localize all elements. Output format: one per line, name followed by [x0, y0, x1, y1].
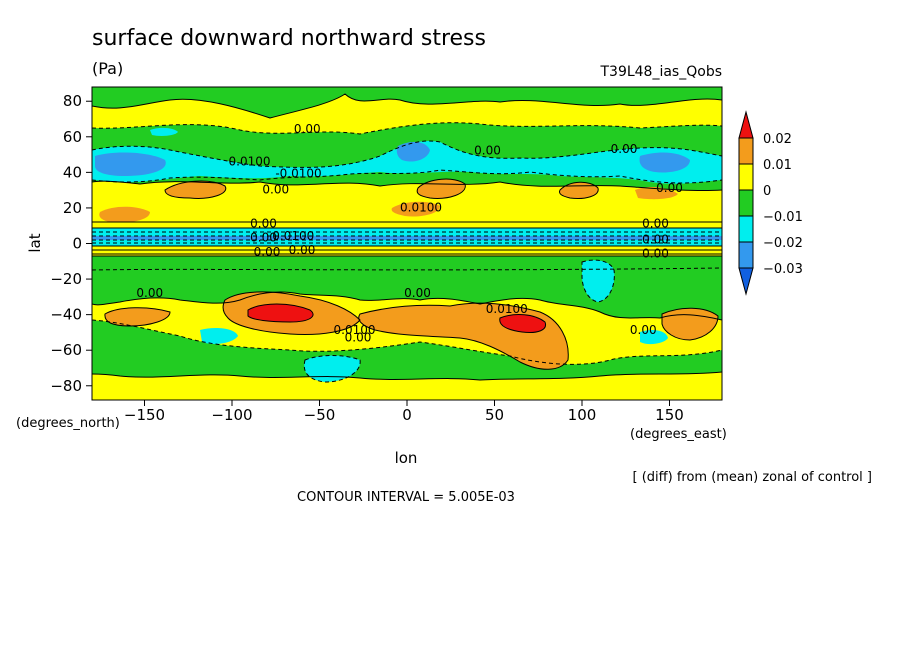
green-band-55s	[92, 320, 722, 380]
equator-yellow-south	[92, 246, 722, 256]
colorbar-segment	[738, 137, 754, 165]
contour-value-label: 0.00	[262, 183, 289, 197]
x-tick-label: 150	[655, 406, 684, 424]
contour-value-label: 0.0100	[229, 154, 271, 168]
contour-value-label: 0.00	[250, 231, 277, 245]
cyan-blob-55s	[200, 328, 238, 344]
y-tick-label: 40	[63, 163, 82, 181]
red-max-40s-west	[248, 304, 314, 322]
y-tick-label: 20	[63, 199, 82, 217]
colorbar-segment	[738, 215, 754, 243]
contour-value-label: 0.00	[289, 243, 316, 257]
x-unit-label: (degrees_east)	[630, 427, 727, 442]
colorbar-label: −0.02	[763, 236, 803, 251]
y-unit-label: (degrees_north)	[16, 416, 120, 431]
contour-value-label: 0.00	[611, 142, 638, 156]
y-tick-label: 80	[63, 92, 82, 110]
colorbar-segment	[738, 241, 754, 269]
x-tick-label: −150	[124, 406, 165, 424]
colorbar-label: 0.02	[763, 132, 792, 147]
colorbar-segment	[738, 163, 754, 191]
y-tick-label: −40	[50, 306, 82, 324]
contour-interval-label: CONTOUR INTERVAL = 5.005E-03	[297, 490, 515, 505]
colorbar-segment	[738, 189, 754, 217]
colorbar-top-triangle	[738, 110, 754, 139]
orange-blob-15n	[391, 201, 440, 217]
cyan-blob-20s	[582, 260, 615, 302]
orange-blob-30n-a	[165, 181, 226, 199]
green-band-south	[92, 256, 722, 320]
equator-blue-strip	[92, 236, 722, 240]
blue-blob-45n-c	[639, 152, 690, 173]
contour-value-label: 0.0100	[272, 229, 314, 243]
contour-value-label: 0.00	[642, 247, 669, 261]
x-tick-label: −100	[211, 406, 252, 424]
contour-value-label: 0.00	[642, 233, 669, 247]
contour-value-label: 0.0100	[334, 323, 376, 337]
blue-blob-45n-a	[95, 152, 166, 176]
colorbar-label: 0	[763, 184, 771, 199]
solid-contours	[92, 93, 722, 381]
contour-value-label: 0.00	[254, 245, 281, 259]
orange-region-40s-far-west	[104, 307, 170, 326]
contour-value-label: 0.00	[294, 122, 321, 136]
plot-area	[91, 86, 723, 401]
y-tick-label: −20	[50, 270, 82, 288]
dashed-contours	[92, 122, 722, 383]
x-tick-label: −50	[304, 406, 336, 424]
chart-title: surface downward northward stress	[92, 26, 486, 51]
contour-value-label: 0.0100	[486, 302, 528, 316]
contour-value-label: 0.0100	[400, 200, 442, 214]
contour-value-label: 0.00	[642, 216, 669, 230]
cyan-band-45n	[92, 140, 722, 184]
orange-blob-30n-d	[635, 187, 678, 200]
cyan-blob-70s	[304, 355, 361, 382]
red-max-40s-east	[499, 314, 546, 333]
colorbar-label: −0.01	[763, 210, 803, 225]
orange-blob-20n	[99, 206, 150, 223]
contour-field	[92, 87, 722, 383]
colorbar: 0.02 0.01 0 −0.01 −0.02 −0.03	[738, 110, 803, 296]
y-tick-label: −60	[50, 341, 82, 359]
x-axis-title: lon	[395, 449, 418, 467]
y-tick-label: 60	[63, 128, 82, 146]
colorbar-bottom-triangle	[738, 267, 754, 296]
x-tick-label: 50	[485, 406, 504, 424]
contour-value-label: 0.00	[630, 323, 657, 337]
units-label: (Pa)	[92, 59, 123, 78]
cyan-blob-55n	[150, 127, 178, 136]
green-region-north	[92, 87, 722, 118]
colorbar-label: −0.03	[763, 262, 803, 277]
equator-yellow-strip	[92, 222, 722, 228]
contour-value-label: 0.00	[136, 286, 163, 300]
contour-value-label: 0.00	[345, 330, 372, 344]
x-tick-label: 100	[568, 406, 597, 424]
contour-value-label: 0.00	[404, 286, 431, 300]
note-label: [ (diff) from (mean) zonal of control ]	[633, 470, 872, 485]
contour-value-label: -0.0100	[275, 167, 321, 181]
blue-blob-45n-b	[396, 141, 430, 162]
y-axis: 80 60 40 20 0 −20 −40 −60 −80	[50, 92, 92, 395]
colorbar-label: 0.01	[763, 158, 792, 173]
cyan-blob-50s-east	[640, 330, 668, 345]
contour-value-label: 0.00	[474, 144, 501, 158]
y-tick-label: 0	[72, 235, 82, 253]
x-tick-label: 0	[402, 406, 412, 424]
experiment-label: T39L48_ias_Qobs	[599, 64, 722, 80]
contour-value-label: 0.00	[656, 181, 683, 195]
contour-value-label: 0.00	[250, 216, 277, 230]
y-axis-title: lat	[26, 233, 44, 252]
x-axis: −150 −100 −50 0 50 100 150	[124, 400, 684, 424]
y-tick-label: −80	[50, 377, 82, 395]
